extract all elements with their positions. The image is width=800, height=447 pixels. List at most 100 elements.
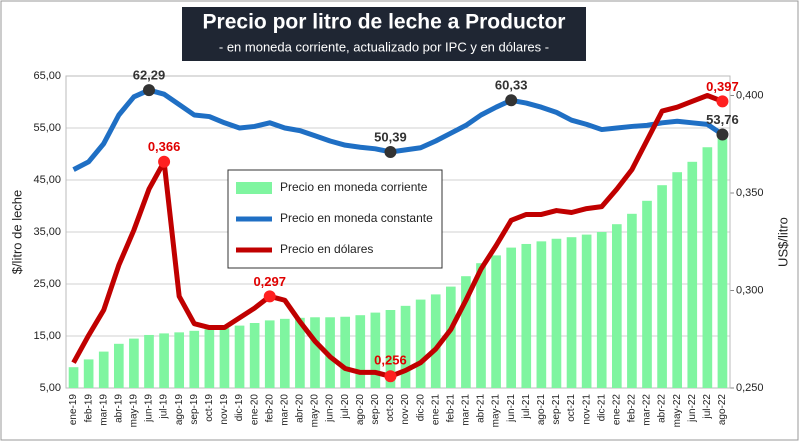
data-label: 60,33 bbox=[495, 78, 528, 93]
bar bbox=[98, 351, 109, 388]
x-tick-label: dic-20 bbox=[415, 394, 426, 422]
x-tick-label: ago-19 bbox=[174, 394, 185, 426]
y2-tick-label: 0,250 bbox=[736, 382, 764, 394]
bar bbox=[264, 320, 275, 388]
x-tick-label: ene-22 bbox=[611, 394, 622, 426]
y2-axis-label: US$/litro bbox=[775, 217, 790, 267]
x-tick-label: jul-21 bbox=[521, 394, 532, 420]
x-tick-label: may-22 bbox=[672, 394, 683, 428]
x-tick-label: jun-20 bbox=[325, 394, 336, 423]
bar bbox=[566, 237, 577, 388]
point-marker bbox=[505, 94, 518, 107]
bar bbox=[596, 232, 607, 388]
title-box bbox=[180, 5, 588, 63]
x-tick-label: ene-19 bbox=[68, 394, 79, 426]
x-tick-label: nov-21 bbox=[581, 394, 592, 425]
x-tick-label: ago-22 bbox=[717, 394, 728, 426]
bar bbox=[657, 185, 667, 388]
bar bbox=[430, 294, 441, 388]
bar bbox=[340, 316, 351, 388]
point-marker bbox=[384, 145, 397, 158]
y2-tick-label: 0,350 bbox=[736, 187, 764, 199]
y-tick-label: 25,00 bbox=[33, 278, 61, 290]
bar bbox=[521, 243, 532, 388]
x-tick-label: jul-20 bbox=[340, 394, 351, 420]
y-axis-label: $/litro de leche bbox=[9, 190, 24, 275]
bar bbox=[355, 315, 366, 388]
data-label: 0,297 bbox=[253, 274, 286, 289]
x-tick-label: dic-21 bbox=[596, 394, 607, 422]
data-label: 0,366 bbox=[148, 139, 181, 154]
x-tick-label: abr-20 bbox=[295, 394, 306, 423]
x-tick-label: mar-20 bbox=[279, 394, 290, 426]
bar bbox=[325, 317, 335, 388]
x-tick-label: oct-20 bbox=[385, 394, 396, 422]
point-marker bbox=[143, 84, 155, 97]
x-tick-label: mar-19 bbox=[98, 394, 109, 426]
point-marker bbox=[384, 370, 397, 383]
y-tick-label: 35,00 bbox=[33, 226, 61, 238]
chart-title: Precio por litro de leche a Productor bbox=[203, 11, 566, 34]
bar bbox=[310, 317, 320, 388]
x-tick-label: may-19 bbox=[129, 394, 140, 428]
x-tick-label: ene-20 bbox=[249, 394, 260, 426]
point-marker bbox=[716, 95, 729, 108]
x-tick-label: mar-21 bbox=[461, 394, 472, 426]
bar bbox=[506, 247, 517, 388]
x-tick-label: sep-21 bbox=[551, 394, 562, 425]
y-tick-label: 65,00 bbox=[33, 70, 61, 82]
bar bbox=[717, 134, 728, 388]
bar bbox=[581, 234, 592, 388]
x-tick-label: sep-19 bbox=[189, 394, 200, 425]
bar bbox=[129, 338, 139, 388]
bar bbox=[415, 299, 426, 388]
x-tick-label: jun-19 bbox=[144, 394, 155, 423]
x-tick-label: may-21 bbox=[491, 394, 502, 428]
plot-border bbox=[65, 75, 731, 389]
bar bbox=[536, 241, 547, 388]
line bbox=[72, 87, 724, 172]
bar bbox=[400, 305, 411, 388]
x-tick-label: feb-19 bbox=[83, 394, 94, 423]
bar bbox=[234, 325, 245, 388]
x-tick-label: ago-21 bbox=[536, 394, 547, 426]
x-tick-label: feb-21 bbox=[445, 394, 456, 423]
y-tick-label: 15,00 bbox=[33, 330, 61, 342]
bar bbox=[476, 263, 486, 388]
point-marker bbox=[263, 290, 276, 303]
x-tick-label: ago-20 bbox=[355, 394, 366, 426]
line bbox=[71, 93, 724, 379]
x-tick-label: jun-22 bbox=[687, 394, 698, 423]
bar bbox=[204, 329, 215, 388]
x-tick-label: feb-22 bbox=[627, 394, 638, 423]
y-tick-label: 45,00 bbox=[33, 174, 61, 186]
x-tick-label: ene-21 bbox=[430, 394, 441, 426]
bar bbox=[279, 318, 290, 388]
bar bbox=[370, 312, 381, 388]
bar bbox=[249, 323, 260, 388]
bar bbox=[611, 224, 622, 388]
x-tick-label: jul-22 bbox=[702, 394, 713, 420]
legend-label: Precio en moneda constante bbox=[280, 211, 433, 225]
bar bbox=[219, 328, 230, 388]
bar bbox=[687, 161, 698, 388]
y-tick-label: 5,00 bbox=[40, 382, 61, 394]
bar bbox=[83, 359, 94, 388]
x-tick-label: sep-20 bbox=[370, 394, 381, 425]
bar bbox=[159, 333, 169, 388]
x-tick-label: jul-19 bbox=[159, 394, 170, 420]
bar bbox=[491, 255, 501, 388]
bar bbox=[461, 276, 471, 388]
bar bbox=[551, 238, 562, 388]
bar bbox=[113, 343, 124, 388]
x-tick-label: nov-19 bbox=[219, 394, 230, 425]
x-tick-label: abr-21 bbox=[476, 394, 487, 423]
chart-subtitle: - en moneda corriente, actualizado por I… bbox=[219, 39, 549, 54]
bar bbox=[68, 367, 79, 388]
y2-tick-label: 0,300 bbox=[736, 284, 764, 296]
bar bbox=[144, 334, 154, 388]
bar bbox=[642, 200, 652, 388]
x-tick-label: mar-22 bbox=[642, 394, 653, 426]
bar bbox=[174, 332, 185, 388]
